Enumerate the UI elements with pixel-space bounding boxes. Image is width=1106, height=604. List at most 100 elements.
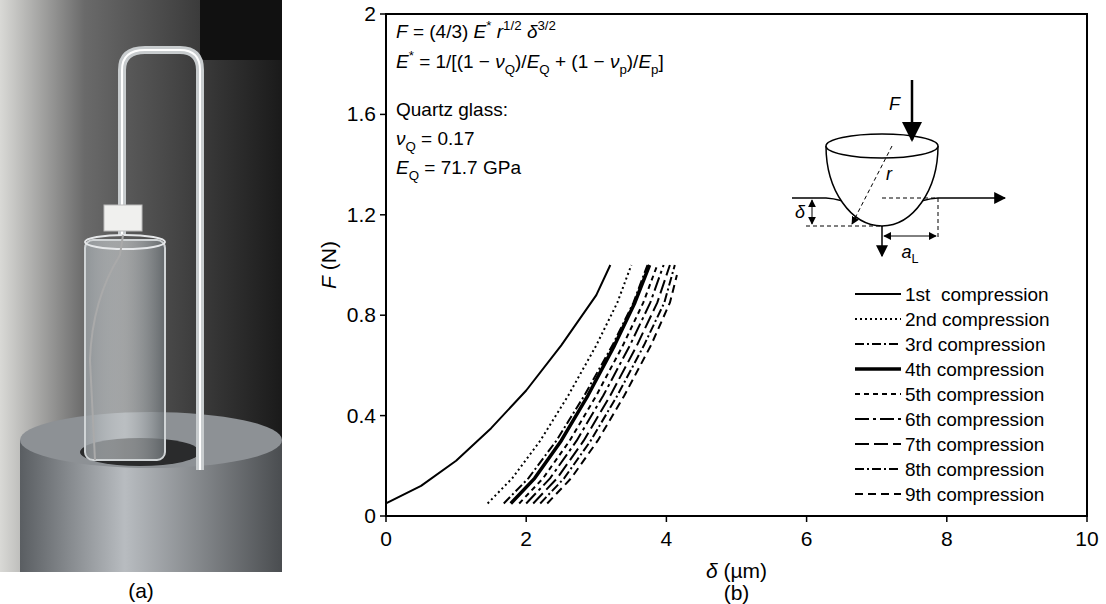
x-tick-label: 8 <box>941 527 953 550</box>
depth-guide <box>806 226 882 227</box>
y-tick-label: 0.4 <box>347 404 377 427</box>
series-line <box>533 265 670 503</box>
series-line <box>526 265 663 503</box>
legend-label: 6th compression <box>905 409 1044 430</box>
legend-swatch <box>855 343 901 345</box>
text-segment: E <box>396 51 409 72</box>
text-segment: = (4/3) <box>408 21 474 42</box>
text-segment: L <box>912 252 919 266</box>
text-segment: + (1 − <box>550 51 610 72</box>
text-segment: Q <box>409 168 419 183</box>
text-segment: E <box>638 51 651 72</box>
figure: 024681000.40.81.21.62δ (µm)F (N)1st comp… <box>0 0 1106 604</box>
text-segment: 3/2 <box>537 18 556 33</box>
y-tick <box>380 13 386 15</box>
photo-panel <box>0 0 282 572</box>
legend-label: 9th compression <box>905 484 1044 505</box>
y-axis-title: F (N) <box>317 241 340 289</box>
wire <box>90 235 123 460</box>
inset-label: F <box>889 94 901 114</box>
legend-swatch <box>855 493 901 495</box>
annotation: E* = 1/[(1 − νQ)/EQ + (1 − νp)/Ep] <box>396 48 664 76</box>
text-segment: (µm) <box>718 559 767 582</box>
contact-arrow <box>884 236 936 237</box>
series-line <box>547 275 677 503</box>
text-segment: Q <box>539 62 549 77</box>
text-segment: E <box>396 157 409 178</box>
panel-label: (b) <box>724 581 750 604</box>
annotations: F = (4/3) E* r1/2 δ3/2E* = 1/[(1 − νQ)/E… <box>396 18 664 182</box>
text-segment: p <box>619 62 626 77</box>
annotation: νQ = 0.17 <box>396 128 474 154</box>
text-segment: = 71.7 GPa <box>419 157 521 178</box>
legend-swatch <box>855 443 901 445</box>
x-tick <box>525 516 527 522</box>
axis-arrow <box>881 226 883 256</box>
radius-line <box>854 146 892 220</box>
y-tick <box>380 314 386 316</box>
series-line <box>386 265 610 503</box>
photo-background <box>0 0 282 572</box>
text-segment: ν <box>610 51 620 72</box>
series-line <box>511 265 650 503</box>
text-segment: r <box>886 164 893 184</box>
text-segment: δ <box>527 21 538 42</box>
x-tick-label: 4 <box>661 527 673 550</box>
y-tick-label: 1.2 <box>347 203 376 226</box>
annotation: Quartz glass: <box>396 99 508 120</box>
legend-label: 3rd compression <box>905 334 1045 355</box>
axes: 024681000.40.81.21.62δ (µm)F (N) <box>317 2 1099 582</box>
annotation: F = (4/3) E* r1/2 δ3/2 <box>396 18 556 42</box>
x-tick-label: 10 <box>1075 527 1098 550</box>
annotation: EQ = 71.7 GPa <box>396 157 521 183</box>
text-segment: )/ <box>627 51 639 72</box>
panel-label: (a) <box>128 579 154 602</box>
force-arrow <box>911 80 914 140</box>
inset-label: r <box>886 164 893 184</box>
series-line <box>540 265 675 503</box>
legend-label: 2nd compression <box>905 309 1050 330</box>
x-tick <box>806 516 808 522</box>
plot-area <box>386 265 677 503</box>
plot-frame <box>386 14 1087 516</box>
legend-swatch <box>855 367 901 371</box>
series-line <box>504 265 648 503</box>
series-line <box>519 265 657 503</box>
text-segment: ν <box>495 51 505 72</box>
indenter-top <box>826 134 938 158</box>
text-segment: δ <box>706 559 718 582</box>
legend-label: 8th compression <box>905 459 1044 480</box>
cap <box>104 205 142 231</box>
text-segment: Q <box>505 62 515 77</box>
y-tick <box>380 214 386 216</box>
legend-swatch <box>855 468 901 470</box>
x-tick-label: 6 <box>801 527 813 550</box>
y-tick-label: 1.6 <box>347 102 376 125</box>
y-tick <box>380 114 386 116</box>
legend-label: 4th compression <box>905 359 1044 380</box>
x-tick <box>666 516 668 522</box>
legend-swatch <box>855 418 901 420</box>
legend-label: 5th compression <box>905 384 1044 405</box>
x-tick <box>946 516 948 522</box>
text-segment: (N) <box>317 241 340 276</box>
legend-label: 1st compression <box>905 284 1049 305</box>
text-segment: ν <box>396 128 406 149</box>
text-segment: = 0.17 <box>416 128 475 149</box>
text-segment: a <box>901 242 911 262</box>
inset-diagram: Fr δ aL <box>792 80 1005 266</box>
text-segment: 1/2 <box>503 18 522 33</box>
series-line <box>488 265 632 503</box>
legend-swatch <box>855 318 901 320</box>
text-segment: = 1/[(1 − <box>414 51 495 72</box>
legend-swatch <box>855 293 901 295</box>
y-tick-label: 2 <box>364 2 376 25</box>
text-segment: δ <box>795 202 806 222</box>
x-axis-title: δ (µm) <box>706 559 767 582</box>
inset-label: δ <box>795 202 806 222</box>
radius-arrowhead <box>852 217 856 224</box>
x-tick <box>385 516 387 522</box>
x-tick-label: 2 <box>520 527 532 550</box>
text-segment: )/ <box>515 51 527 72</box>
legend-swatch <box>855 393 901 395</box>
